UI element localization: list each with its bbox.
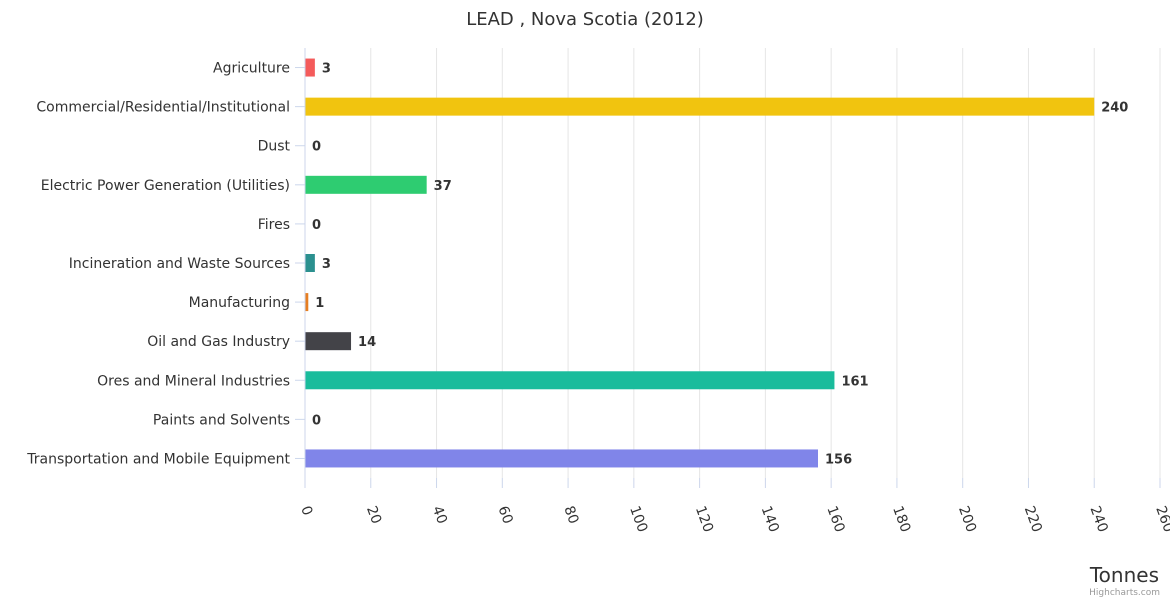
value-axis-tick-label: 140	[758, 504, 782, 535]
bars: 3 240 0 37 0 3 1 14 161 0 156	[305, 58, 1128, 468]
value-axis-tick-label: 0	[297, 504, 315, 518]
bar[interactable]	[305, 293, 309, 312]
value-axis-tick-label: 120	[692, 504, 716, 535]
category-label: Commercial/Residential/Institutional	[36, 100, 290, 116]
bar[interactable]	[305, 332, 352, 351]
bar[interactable]	[305, 371, 835, 390]
value-axis-tick-label: 80	[560, 504, 581, 526]
bar[interactable]	[305, 449, 818, 468]
data-label: 1	[315, 296, 324, 311]
bar[interactable]	[305, 254, 315, 272]
chart-title: LEAD , Nova Scotia (2012)	[466, 9, 704, 30]
data-label: 14	[358, 335, 376, 350]
category-label: Electric Power Generation (Utilities)	[41, 178, 290, 194]
category-label: Ores and Mineral Industries	[97, 373, 290, 389]
value-axis-tick-label: 100	[626, 504, 650, 535]
data-label: 0	[312, 413, 321, 428]
value-axis-tick-label: 200	[955, 504, 979, 535]
category-axis: Agriculture Commercial/Residential/Instit…	[26, 48, 306, 478]
data-label: 161	[841, 374, 868, 389]
data-label: 156	[825, 452, 852, 467]
data-label: 0	[312, 218, 321, 233]
category-label: Incineration and Waste Sources	[69, 256, 290, 272]
category-label: Fires	[258, 217, 290, 233]
value-axis-tick-label: 220	[1021, 504, 1045, 535]
bar[interactable]	[305, 58, 315, 77]
category-label: Agriculture	[213, 61, 290, 77]
value-axis-title: Tonnes	[1089, 563, 1159, 587]
category-label: Manufacturing	[189, 295, 290, 311]
category-label: Transportation and Mobile Equipment	[26, 451, 290, 467]
data-label: 37	[434, 179, 452, 194]
value-axis-tick-label: 20	[363, 504, 384, 526]
bar[interactable]	[305, 97, 1095, 116]
category-label: Paints and Solvents	[153, 412, 290, 428]
data-label: 3	[322, 62, 331, 77]
value-axis: 0 20 40 60 80 100 120 140 160 180 200 220 240 260	[297, 478, 1170, 534]
data-label: 3	[322, 257, 331, 272]
data-label: 240	[1101, 101, 1128, 116]
value-axis-tick-label: 180	[889, 504, 913, 535]
value-axis-tick-label: 240	[1086, 504, 1110, 535]
value-axis-tick-label: 40	[429, 504, 450, 526]
bar[interactable]	[305, 175, 427, 194]
gridlines	[370, 48, 1161, 478]
value-axis-tick-label: 160	[823, 504, 847, 535]
value-axis-tick-label: 260	[1152, 504, 1170, 535]
category-label: Oil and Gas Industry	[147, 334, 290, 350]
credits[interactable]: Highcharts.com	[1089, 588, 1160, 598]
category-label: Dust	[258, 139, 291, 155]
value-axis-tick-label: 60	[495, 504, 516, 526]
data-label: 0	[312, 140, 321, 155]
